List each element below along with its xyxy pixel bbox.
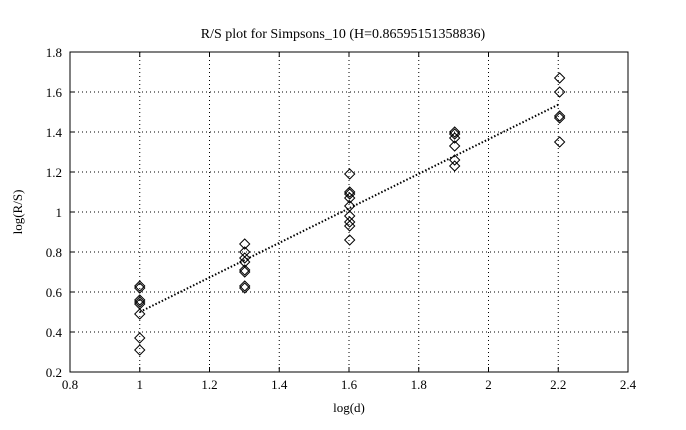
x-axis-title: log(d) [333, 400, 365, 415]
ticks [69, 51, 629, 373]
x-tick-label: 2 [485, 377, 492, 392]
data-points [134, 72, 566, 356]
data-point [553, 86, 566, 98]
y-tick-labels: 0.2 0.4 0.6 0.8 1 1.2 1.4 1.6 1.8 [46, 45, 63, 380]
x-tick-labels: 0.8 1 1.2 1.4 1.6 1.8 2 2.2 2.4 [62, 377, 637, 392]
data-point [134, 282, 146, 294]
x-tick-label: 0.8 [62, 377, 78, 392]
data-point [448, 154, 461, 166]
data-point [134, 308, 146, 320]
data-point [553, 110, 566, 122]
data-point [343, 188, 356, 200]
y-tick-label: 0.4 [46, 325, 63, 340]
x-tick-label: 1.6 [341, 377, 358, 392]
x-tick-label: 2.2 [550, 377, 566, 392]
y-tick-label: 0.8 [46, 245, 62, 260]
y-tick-label: 1.2 [46, 165, 62, 180]
data-point [239, 282, 251, 294]
data-point [239, 264, 251, 276]
data-point [134, 280, 146, 292]
data-point [448, 132, 461, 144]
data-point [343, 220, 356, 232]
data-point [343, 234, 356, 246]
data-point [553, 136, 566, 148]
x-tick-label: 2.4 [620, 377, 637, 392]
data-point [343, 192, 356, 204]
data-point [343, 216, 356, 228]
data-point [239, 238, 251, 250]
x-tick-label: 1.4 [271, 377, 288, 392]
data-point [448, 140, 461, 152]
data-point [239, 266, 251, 278]
data-point [239, 252, 251, 264]
data-point [553, 112, 566, 124]
y-tick-label: 0.2 [46, 365, 62, 380]
y-axis-title: log(R/S) [10, 190, 25, 235]
fit-line [139, 103, 561, 313]
data-point [448, 128, 461, 140]
data-point [343, 168, 356, 180]
chart-title: R/S plot for Simpsons_10 (H=0.8659515135… [201, 27, 486, 42]
y-tick-label: 0.6 [46, 285, 63, 300]
x-tick-label: 1 [137, 377, 144, 392]
data-point [343, 186, 356, 198]
x-tick-label: 1.2 [201, 377, 217, 392]
y-tick-label: 1.4 [46, 125, 63, 140]
y-tick-label: 1.6 [46, 85, 63, 100]
y-tick-label: 1 [56, 205, 63, 220]
fit-line-layer [139, 103, 561, 313]
data-point [134, 332, 146, 344]
data-point [448, 160, 461, 172]
data-point [134, 294, 146, 306]
data-point [553, 72, 566, 84]
x-tick-label: 1.8 [411, 377, 427, 392]
data-point [134, 344, 146, 356]
data-point [134, 296, 146, 308]
y-tick-label: 1.8 [46, 45, 62, 60]
data-point [448, 126, 461, 138]
data-point [239, 280, 251, 292]
